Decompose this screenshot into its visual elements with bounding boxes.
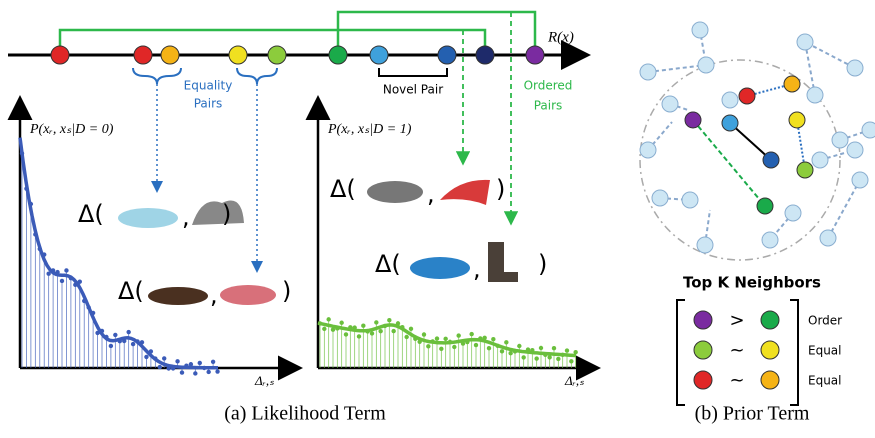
illustration bbox=[357, 334, 361, 338]
illustration bbox=[391, 329, 395, 333]
axis-label: R(x) bbox=[547, 29, 574, 45]
relation-label: Equal bbox=[808, 374, 842, 388]
y-axis-label: P(xᵣ, xₛ|D = 0) bbox=[29, 122, 114, 137]
illustration bbox=[206, 370, 210, 374]
illustration bbox=[339, 321, 343, 325]
illustration bbox=[474, 343, 478, 347]
illustration bbox=[378, 329, 382, 333]
relation-label: Order bbox=[808, 314, 842, 328]
prior-title: Top K Neighbors bbox=[683, 274, 821, 292]
delta-open: Δ( bbox=[375, 250, 401, 278]
illustration bbox=[374, 320, 378, 324]
illustration bbox=[517, 344, 521, 348]
illustration bbox=[521, 355, 525, 359]
shoe bbox=[367, 181, 423, 203]
illustration bbox=[504, 340, 508, 344]
illustration bbox=[126, 330, 130, 334]
caption: (a) Likelihood Term bbox=[224, 403, 386, 425]
relation: > bbox=[729, 310, 744, 331]
shoe bbox=[220, 285, 276, 305]
illustration bbox=[20, 138, 218, 368]
illustration bbox=[211, 360, 215, 364]
illustration bbox=[469, 332, 473, 336]
illustration bbox=[569, 359, 573, 363]
illustration bbox=[144, 355, 148, 359]
shoe bbox=[148, 287, 208, 305]
relation: ~ bbox=[729, 340, 744, 361]
x-axis-label: Δᵣ,ₛ bbox=[564, 373, 584, 388]
illustration bbox=[326, 317, 330, 321]
delta-close: ) bbox=[538, 250, 547, 278]
annotation: Pairs bbox=[534, 99, 563, 113]
illustration bbox=[565, 348, 569, 352]
annotation: Equality bbox=[184, 79, 233, 93]
illustration bbox=[556, 357, 560, 361]
delta-open: Δ( bbox=[118, 277, 144, 305]
separator: , bbox=[210, 281, 218, 309]
illustration bbox=[456, 333, 460, 337]
illustration bbox=[109, 344, 113, 348]
caption: (b) Prior Term bbox=[695, 403, 810, 425]
illustration bbox=[215, 369, 219, 373]
illustration bbox=[573, 350, 577, 354]
illustration bbox=[64, 268, 68, 272]
shoe bbox=[410, 257, 470, 279]
illustration bbox=[439, 347, 443, 351]
illustration bbox=[370, 331, 374, 335]
illustration bbox=[552, 346, 556, 350]
plots: P(xᵣ, xₛ|D = 0) P(xᵣ, xₛ|D = 1) Δᵣ,ₛ Δᵣ,… bbox=[20, 100, 596, 388]
illustration bbox=[344, 332, 348, 336]
illustration bbox=[422, 332, 426, 336]
shoe bbox=[440, 180, 490, 205]
prior-graph: Top K Neighbors > ~ ~ Order Equal Equal bbox=[640, 22, 875, 405]
illustration bbox=[180, 370, 184, 374]
annotation: Ordered bbox=[524, 79, 573, 93]
y-axis-label: P(xᵣ, xₛ|D = 1) bbox=[327, 122, 412, 137]
shoe bbox=[488, 242, 518, 282]
separator: , bbox=[182, 203, 190, 231]
illustration bbox=[409, 327, 413, 331]
delta-open: Δ( bbox=[330, 175, 356, 203]
illustration bbox=[158, 365, 162, 369]
illustration bbox=[361, 324, 365, 328]
illustration bbox=[113, 333, 117, 337]
illustration bbox=[508, 351, 512, 355]
relation-label: Equal bbox=[808, 344, 842, 358]
illustration bbox=[404, 335, 408, 339]
illustration bbox=[452, 345, 456, 349]
shoe bbox=[192, 201, 244, 226]
delta-open: Δ( bbox=[78, 200, 104, 228]
separator: , bbox=[427, 180, 435, 208]
illustration bbox=[435, 336, 439, 340]
expressions: Δ( , ) Δ( , ) Δ( , ) Δ( , ) bbox=[78, 175, 547, 309]
illustration bbox=[131, 342, 135, 346]
annotation: Novel Pair bbox=[383, 83, 443, 97]
illustration bbox=[426, 344, 430, 348]
illustration bbox=[322, 327, 326, 331]
delta-close: ) bbox=[222, 200, 231, 228]
illustration bbox=[491, 337, 495, 341]
delta-close: ) bbox=[282, 277, 291, 305]
illustration bbox=[387, 318, 391, 322]
illustration bbox=[539, 346, 543, 350]
figure: R(x) Equality Pairs Novel Pair Ordered P… bbox=[0, 0, 875, 433]
illustration bbox=[487, 346, 491, 350]
ranking-axis: R(x) Equality Pairs Novel Pair Ordered P… bbox=[8, 12, 585, 270]
illustration bbox=[443, 337, 447, 341]
illustration bbox=[534, 356, 538, 360]
x-axis-label: Δᵣ,ₛ bbox=[254, 373, 274, 388]
relation: ~ bbox=[729, 370, 744, 391]
annotation: Pairs bbox=[194, 97, 223, 111]
illustration bbox=[547, 355, 551, 359]
shoe bbox=[118, 208, 178, 228]
illustration bbox=[60, 279, 64, 283]
separator: , bbox=[473, 255, 481, 283]
illustration bbox=[193, 371, 197, 375]
illustration bbox=[500, 349, 504, 353]
illustration bbox=[162, 356, 166, 360]
illustration bbox=[198, 361, 202, 365]
delta-close: ) bbox=[496, 175, 505, 203]
illustration bbox=[175, 359, 179, 363]
